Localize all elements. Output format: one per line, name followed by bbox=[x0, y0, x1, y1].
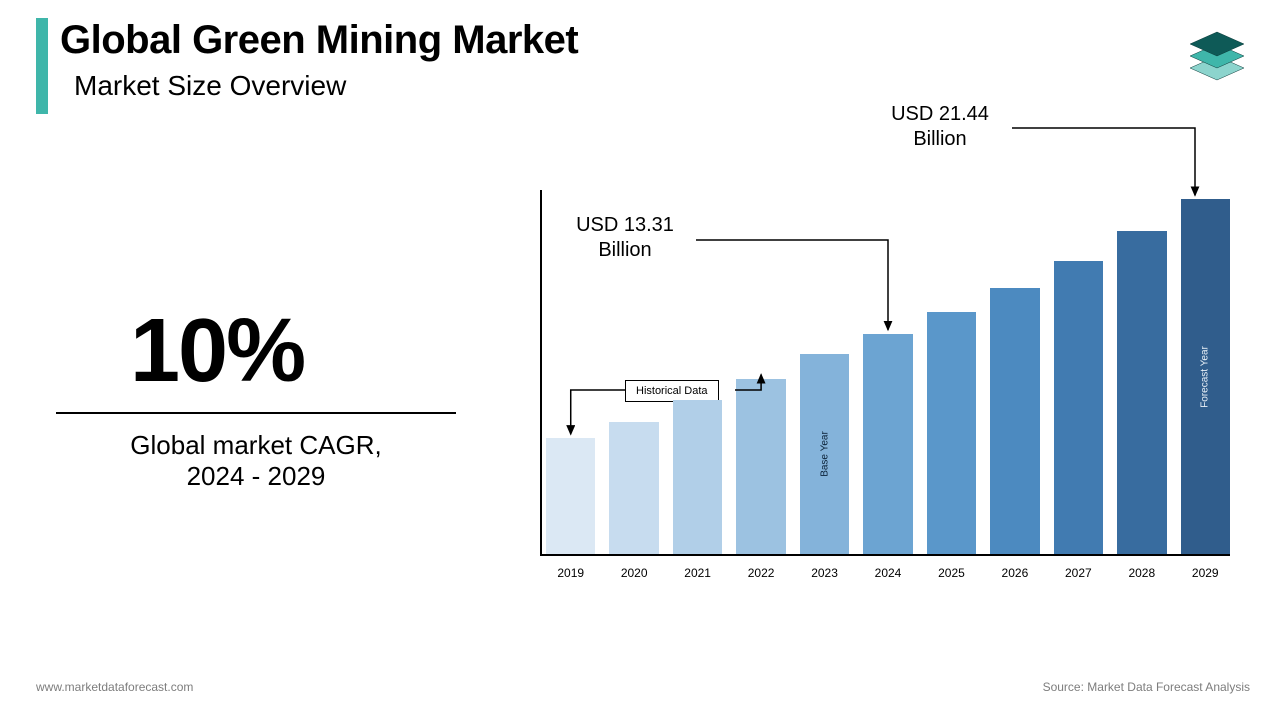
callout-right-line1: USD 21.44 bbox=[891, 103, 989, 125]
bar-wrap bbox=[736, 379, 785, 554]
bar-vertical-label: Base Year bbox=[819, 431, 830, 477]
bar bbox=[609, 422, 658, 554]
page-root: Global Green Mining Market Market Size O… bbox=[0, 0, 1280, 720]
bar bbox=[546, 438, 595, 554]
x-axis-label: 2029 bbox=[1181, 566, 1230, 580]
x-axis-label: 2020 bbox=[609, 566, 658, 580]
bar-wrap bbox=[927, 312, 976, 554]
bar-wrap bbox=[1054, 261, 1103, 554]
divider bbox=[56, 412, 456, 414]
bar-wrap bbox=[546, 438, 595, 554]
cagr-label-line2: 2024 - 2029 bbox=[187, 461, 326, 491]
bar: Base Year bbox=[800, 354, 849, 554]
bars-container: Base Year Forecast Year bbox=[546, 190, 1230, 554]
footer-source: Source: Market Data Forecast Analysis bbox=[1043, 680, 1250, 694]
bar-wrap bbox=[1117, 231, 1166, 554]
x-axis-label: 2027 bbox=[1054, 566, 1103, 580]
bar bbox=[673, 400, 722, 554]
page-title: Global Green Mining Market bbox=[60, 18, 578, 63]
bar bbox=[1054, 261, 1103, 554]
cagr-label: Global market CAGR, 2024 - 2029 bbox=[56, 430, 456, 492]
bar-wrap bbox=[609, 422, 658, 554]
x-axis bbox=[540, 554, 1230, 556]
y-axis bbox=[540, 190, 542, 556]
bar-wrap: Forecast Year bbox=[1181, 199, 1230, 554]
footer-url: www.marketdataforecast.com bbox=[36, 680, 193, 694]
x-axis-label: 2028 bbox=[1117, 566, 1166, 580]
x-axis-label: 2022 bbox=[736, 566, 785, 580]
bar-wrap: Base Year bbox=[800, 354, 849, 554]
page-subtitle: Market Size Overview bbox=[74, 70, 346, 102]
brand-logo bbox=[1182, 22, 1252, 92]
callout-right-line2: Billion bbox=[913, 128, 966, 150]
bar: Forecast Year bbox=[1181, 199, 1230, 554]
cagr-label-line1: Global market CAGR, bbox=[130, 430, 381, 460]
x-axis-label: 2026 bbox=[990, 566, 1039, 580]
bar-vertical-label: Forecast Year bbox=[1200, 346, 1211, 408]
bar bbox=[736, 379, 785, 554]
x-axis-label: 2025 bbox=[927, 566, 976, 580]
layers-icon bbox=[1182, 22, 1252, 92]
bar-wrap bbox=[863, 334, 912, 554]
x-axis-label: 2019 bbox=[546, 566, 595, 580]
bar-chart: Base YearForecast Year 20192020202120222… bbox=[540, 190, 1240, 580]
callout-2029-value: USD 21.44 Billion bbox=[870, 102, 1010, 152]
x-axis-label: 2023 bbox=[800, 566, 849, 580]
bar bbox=[927, 312, 976, 554]
bar-wrap bbox=[990, 288, 1039, 554]
x-labels: 2019 2020 2021 2022 2023 2024 2025 2026 2027 2028… bbox=[546, 566, 1230, 580]
bar bbox=[863, 334, 912, 554]
bar bbox=[990, 288, 1039, 554]
bar bbox=[1117, 231, 1166, 554]
x-axis-label: 2021 bbox=[673, 566, 722, 580]
accent-bar bbox=[36, 18, 48, 114]
x-axis-label: 2024 bbox=[863, 566, 912, 580]
bar-wrap bbox=[673, 400, 722, 554]
cagr-value: 10% bbox=[130, 300, 304, 403]
